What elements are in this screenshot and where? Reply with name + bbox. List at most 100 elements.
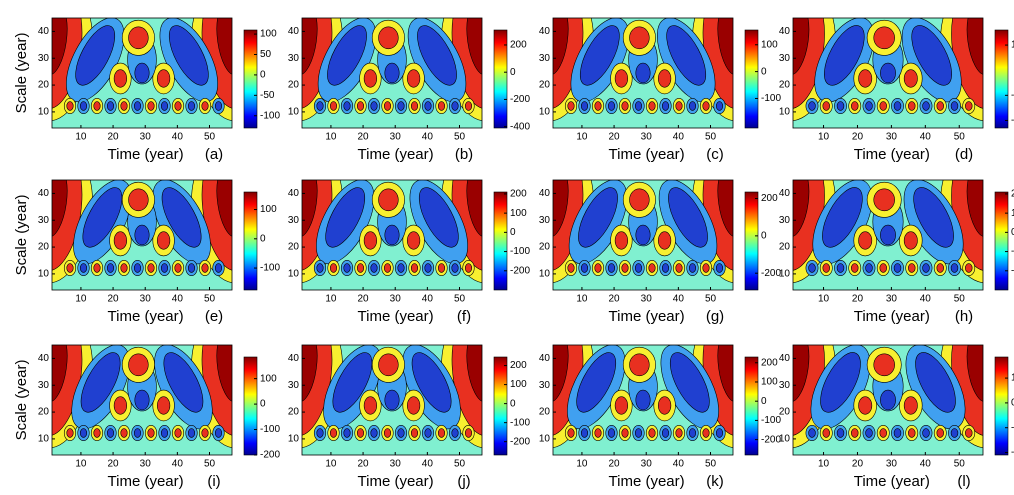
y-tick-label: 10 [288,434,300,445]
contour-region [418,187,459,248]
contour-region [634,101,643,111]
contour-region [822,428,830,438]
x-tick-label: 30 [641,459,653,470]
panel-label: (a) [205,146,223,163]
contour-region [214,263,223,273]
x-tick-label: 20 [358,132,370,143]
contour-region [635,224,651,246]
colorbar-tick-label: 0 [260,399,266,410]
x-tick-label: 20 [852,132,864,143]
contour-region [580,428,589,438]
x-tick-label: 30 [140,294,152,305]
contour-region [316,101,324,111]
colorbar-tick-label: -200 [510,436,530,447]
contour-region [879,263,887,273]
colorbar-tick-label: 200 [761,193,778,204]
colorbar-tick-label: -100 [761,93,781,104]
contour-region [52,18,68,76]
x-tick-label: 50 [204,459,216,470]
contour-region [113,231,127,250]
contour-field [302,180,482,290]
y-tick-label: 10 [288,269,300,280]
panel-label: (d) [955,146,973,163]
x-tick-label: 20 [852,294,864,305]
contour-region [187,263,196,273]
contour-region [675,428,683,438]
x-tick-label: 10 [75,132,87,143]
y-tick-label: 40 [539,188,551,199]
contour-region [464,101,473,111]
contour-region [688,263,697,273]
contour-region [580,263,589,273]
contour-region [879,428,887,438]
contour-region [363,231,378,250]
contour-region [688,428,697,438]
x-tick-label: 20 [609,459,621,470]
contour-region [950,263,959,273]
x-axis-label: Time (year) [108,473,184,490]
contour-region [52,345,68,403]
contour-region [688,101,697,111]
colorbar [243,356,258,456]
contour-region [384,62,400,84]
contour-region [120,101,128,111]
colorbar-tick-label: -200 [761,434,781,445]
plot-frame [792,17,984,129]
contour-region [666,25,707,86]
contour-region [147,101,155,111]
colorbar [994,191,1009,291]
contour-region [908,101,916,111]
colorbar-tick-label: 100 [260,373,277,384]
colorbar-tick-label: 0 [260,233,266,244]
contour-region [411,352,452,413]
colorbar [243,29,258,129]
contour-region [607,101,616,111]
x-axis-label: Time (year) [108,146,184,163]
y-tick-label: 30 [38,380,50,391]
contour-region [621,101,629,111]
x-tick-label: 10 [325,132,337,143]
contour-region [214,428,223,438]
contour-region [820,352,861,413]
x-tick-label: 10 [75,294,87,305]
colorbar-tick-label: -100 [1011,246,1014,257]
contour-region [629,26,650,50]
contour-region [822,187,863,248]
contour-region [635,389,651,411]
panel-label: (g) [706,308,724,325]
contour-region [621,263,629,273]
contour-region [168,25,209,86]
y-tick-label: 30 [38,215,50,226]
x-tick-label: 50 [954,459,966,470]
contour-region [936,101,944,111]
contour-region [437,101,446,111]
contour-region [66,428,74,438]
contour-region [75,25,116,86]
contour-region [634,428,643,438]
contour-region [836,263,845,273]
contour-region [329,263,338,273]
colorbar [744,356,759,456]
contour-region [410,263,419,273]
contour-region [133,263,142,273]
contour-region [161,187,202,248]
y-axis-label: Scale (year) [13,33,30,114]
contour-region [579,25,620,86]
contour-region [201,263,209,273]
contour-region [356,263,365,273]
contour-region [157,231,171,250]
contour-region [160,101,169,111]
y-tick-label: 20 [288,242,300,253]
contour-region [106,101,115,111]
contour-region [576,352,617,413]
contour-region [648,101,656,111]
plot-frame [552,344,734,456]
contour-region [851,101,859,111]
contour-region [903,231,918,250]
colorbar-tick-label: -400 [510,121,530,132]
contour-region [553,345,569,403]
contour-region [661,428,670,438]
contour-region [82,187,123,248]
contour-region [594,428,602,438]
contour-region [363,69,378,88]
